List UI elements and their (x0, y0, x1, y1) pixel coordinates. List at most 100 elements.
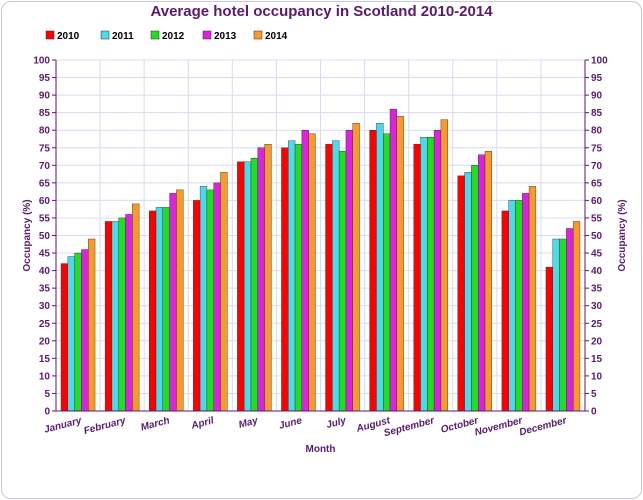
y-tick-label-left: 25 (39, 319, 51, 330)
x-axis-title: Month (306, 444, 336, 455)
legend-swatch-2012 (150, 30, 160, 40)
x-tick-label: April (189, 415, 215, 432)
x-tick-label: January (43, 415, 83, 436)
y-tick-label-left: 80 (39, 126, 51, 137)
y-tick-label-right: 45 (591, 249, 603, 260)
x-tick-label: December (518, 415, 569, 438)
bar-2013-October (477, 154, 486, 412)
bar-2011-July (332, 140, 340, 412)
bars (60, 108, 581, 412)
bar-2011-August (376, 122, 384, 412)
bar-2011-November (508, 200, 516, 412)
y-tick-label-left: 30 (39, 301, 51, 312)
y-tick-label-left: 50 (39, 231, 51, 242)
y-tick-label-left: 75 (39, 143, 51, 154)
bar-2013-April (213, 182, 221, 412)
x-tick-label: May (238, 415, 260, 431)
bar-2013-December (566, 228, 574, 412)
bar-2012-January (74, 252, 82, 412)
legend-swatch-2011 (100, 30, 110, 40)
bar-2011-December (552, 238, 560, 412)
y-tick-label-right: 15 (591, 354, 603, 365)
y-tick-label-right: 60 (591, 196, 603, 207)
bar-2014-January (88, 238, 96, 412)
legend-label-2012: 2012 (162, 31, 185, 42)
y-axis-title-right: Occupancy (%) (617, 199, 628, 271)
y-tick-label-right: 80 (591, 126, 603, 137)
legend-label-2010: 2010 (57, 31, 80, 42)
bar-2012-March (162, 207, 170, 412)
y-tick-label-left: 65 (39, 178, 51, 189)
bar-2014-July (352, 122, 360, 412)
y-tick-label-left: 70 (39, 161, 51, 172)
bar-2013-May (257, 147, 265, 412)
bar-2010-October (457, 175, 465, 412)
y-tick-label-right: 20 (591, 336, 603, 347)
y-tick-label-right: 25 (591, 319, 603, 330)
x-tick-label: September (383, 415, 437, 439)
bar-2011-June (288, 140, 296, 412)
legend: 2010 2011 2012 2013 2014 (45, 30, 288, 42)
y-tick-label-left: 100 (33, 56, 50, 67)
x-tick-label: March (140, 415, 171, 433)
y-tick-label-left: 10 (39, 371, 51, 382)
y-tick-label-left: 5 (44, 389, 50, 400)
bar-2010-June (281, 147, 289, 412)
y-tick-label-left: 15 (39, 354, 51, 365)
y-tick-label-left: 0 (44, 407, 50, 418)
legend-label-2014: 2014 (265, 31, 288, 42)
bar-2012-February (118, 217, 126, 412)
bar-2011-September (420, 137, 428, 412)
bar-2014-December (572, 221, 581, 412)
bar-2013-January (81, 249, 89, 412)
bar-2013-June (301, 129, 309, 412)
bar-2013-November (522, 193, 530, 412)
bar-2011-April (199, 186, 208, 412)
legend-swatch-2010 (45, 30, 55, 40)
bar-2012-May (250, 158, 258, 412)
y-tick-label-left: 20 (39, 336, 51, 347)
bar-2014-October (484, 151, 492, 412)
y-tick-label-right: 35 (591, 284, 603, 295)
y-tick-label-left: 55 (39, 213, 51, 224)
y-tick-label-left: 45 (39, 249, 51, 260)
y-tick-label-left: 35 (39, 284, 51, 295)
bar-2014-May (264, 144, 272, 412)
bar-2011-February (111, 221, 119, 412)
bar-2010-January (60, 263, 69, 412)
x-tick-label: February (83, 415, 128, 437)
legend-swatch-2013 (202, 30, 212, 40)
y-tick-label-right: 5 (591, 389, 597, 400)
bar-2010-December (545, 266, 553, 412)
bar-2014-April (220, 172, 228, 412)
bar-2012-November (515, 200, 523, 412)
legend-label-2013: 2013 (214, 31, 237, 42)
y-tick-label-right: 85 (591, 108, 603, 119)
bar-2010-July (325, 144, 333, 412)
y-axis-title-left: Occupancy (%) (22, 199, 33, 271)
bar-2013-September (433, 129, 442, 412)
y-tick-label-right: 65 (591, 178, 603, 189)
y-tick-label-right: 10 (591, 371, 603, 382)
y-tick-label-left: 85 (39, 108, 51, 119)
y-tick-label-right: 95 (591, 73, 603, 84)
bar-2013-February (125, 214, 133, 412)
y-tick-label-left: 60 (39, 196, 51, 207)
bar-2012-August (383, 133, 391, 412)
bar-2010-March (149, 210, 157, 412)
y-tick-label-left: 40 (39, 266, 51, 277)
bar-2014-November (528, 186, 537, 412)
bar-2010-August (369, 129, 377, 412)
bar-2012-September (427, 137, 435, 412)
bar-2011-March (155, 207, 164, 412)
bar-2013-March (169, 193, 177, 412)
y-tick-label-right: 75 (591, 143, 603, 154)
x-tick-label: November (474, 415, 525, 439)
bar-2012-July (338, 151, 347, 412)
bar-2011-January (67, 256, 75, 412)
bar-2013-August (389, 108, 398, 412)
bar-2010-February (104, 221, 113, 412)
bar-2014-June (308, 133, 316, 412)
y-tick-label-left: 95 (39, 73, 51, 84)
